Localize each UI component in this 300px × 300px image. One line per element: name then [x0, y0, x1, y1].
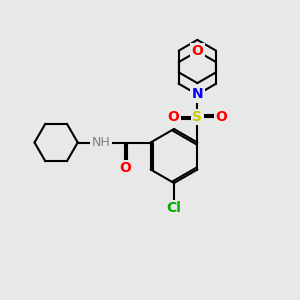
Text: O: O [215, 110, 227, 124]
Text: NH: NH [92, 136, 110, 149]
Text: N: N [192, 88, 203, 101]
Text: O: O [191, 44, 203, 58]
Text: S: S [192, 110, 203, 124]
Text: Cl: Cl [167, 201, 182, 215]
Text: O: O [119, 161, 131, 175]
Text: O: O [167, 110, 179, 124]
